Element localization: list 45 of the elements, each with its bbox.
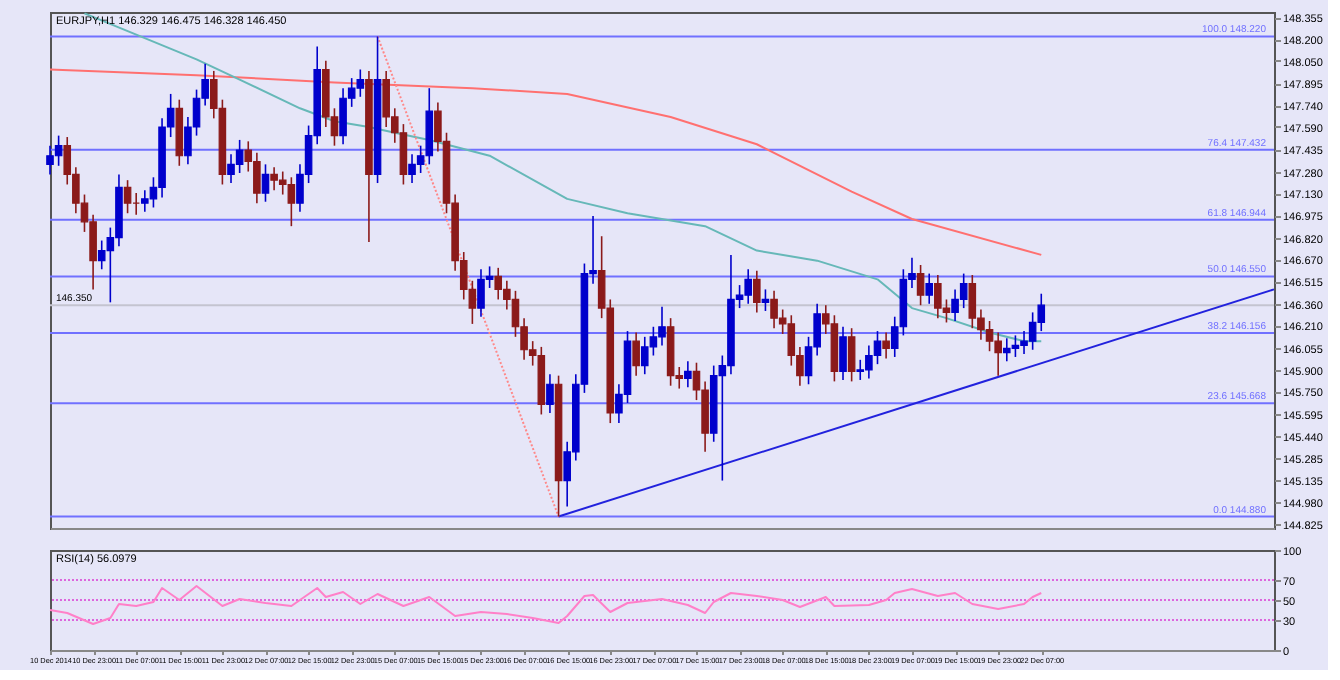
candlestick bbox=[235, 139, 244, 174]
candlestick bbox=[744, 268, 752, 305]
candlestick bbox=[1002, 337, 1011, 363]
candlestick bbox=[546, 373, 554, 414]
candlestick bbox=[97, 239, 106, 271]
candlestick bbox=[141, 189, 149, 213]
candlestick bbox=[175, 98, 184, 167]
candlestick bbox=[425, 87, 434, 166]
candlestick bbox=[761, 288, 770, 312]
candlestick bbox=[934, 274, 942, 319]
candlestick bbox=[632, 331, 640, 377]
candlestick bbox=[227, 153, 235, 184]
candlestick bbox=[46, 144, 54, 176]
candlestick bbox=[1028, 311, 1037, 351]
candlestick bbox=[261, 163, 270, 203]
candlestick bbox=[322, 60, 330, 128]
candlestick bbox=[408, 153, 416, 184]
candlestick bbox=[1011, 334, 1020, 358]
candlestick bbox=[123, 179, 132, 215]
candlestick bbox=[959, 272, 968, 309]
candlestick bbox=[847, 327, 856, 383]
candlestick bbox=[985, 320, 994, 353]
candlestick bbox=[839, 325, 847, 381]
candlestick bbox=[856, 359, 865, 381]
candlestick bbox=[356, 68, 365, 98]
candlestick bbox=[925, 272, 934, 305]
candlestick bbox=[916, 264, 925, 307]
line-series bbox=[49, 68, 1043, 256]
candlestick bbox=[477, 268, 485, 318]
candlestick bbox=[994, 331, 1002, 377]
candlestick bbox=[830, 314, 839, 383]
candlestick bbox=[658, 305, 666, 347]
candlestick bbox=[882, 331, 890, 360]
candlestick bbox=[399, 123, 408, 186]
candlestick bbox=[278, 170, 287, 196]
candlestick bbox=[54, 134, 63, 167]
candlestick bbox=[494, 267, 503, 301]
candlestick bbox=[753, 269, 761, 314]
candlestick bbox=[1020, 330, 1028, 355]
candlestick bbox=[640, 336, 649, 376]
candlestick bbox=[968, 274, 977, 330]
candlestick bbox=[287, 176, 296, 227]
candlestick bbox=[684, 360, 692, 388]
candlestick bbox=[873, 330, 882, 365]
line-series bbox=[49, 585, 1043, 625]
